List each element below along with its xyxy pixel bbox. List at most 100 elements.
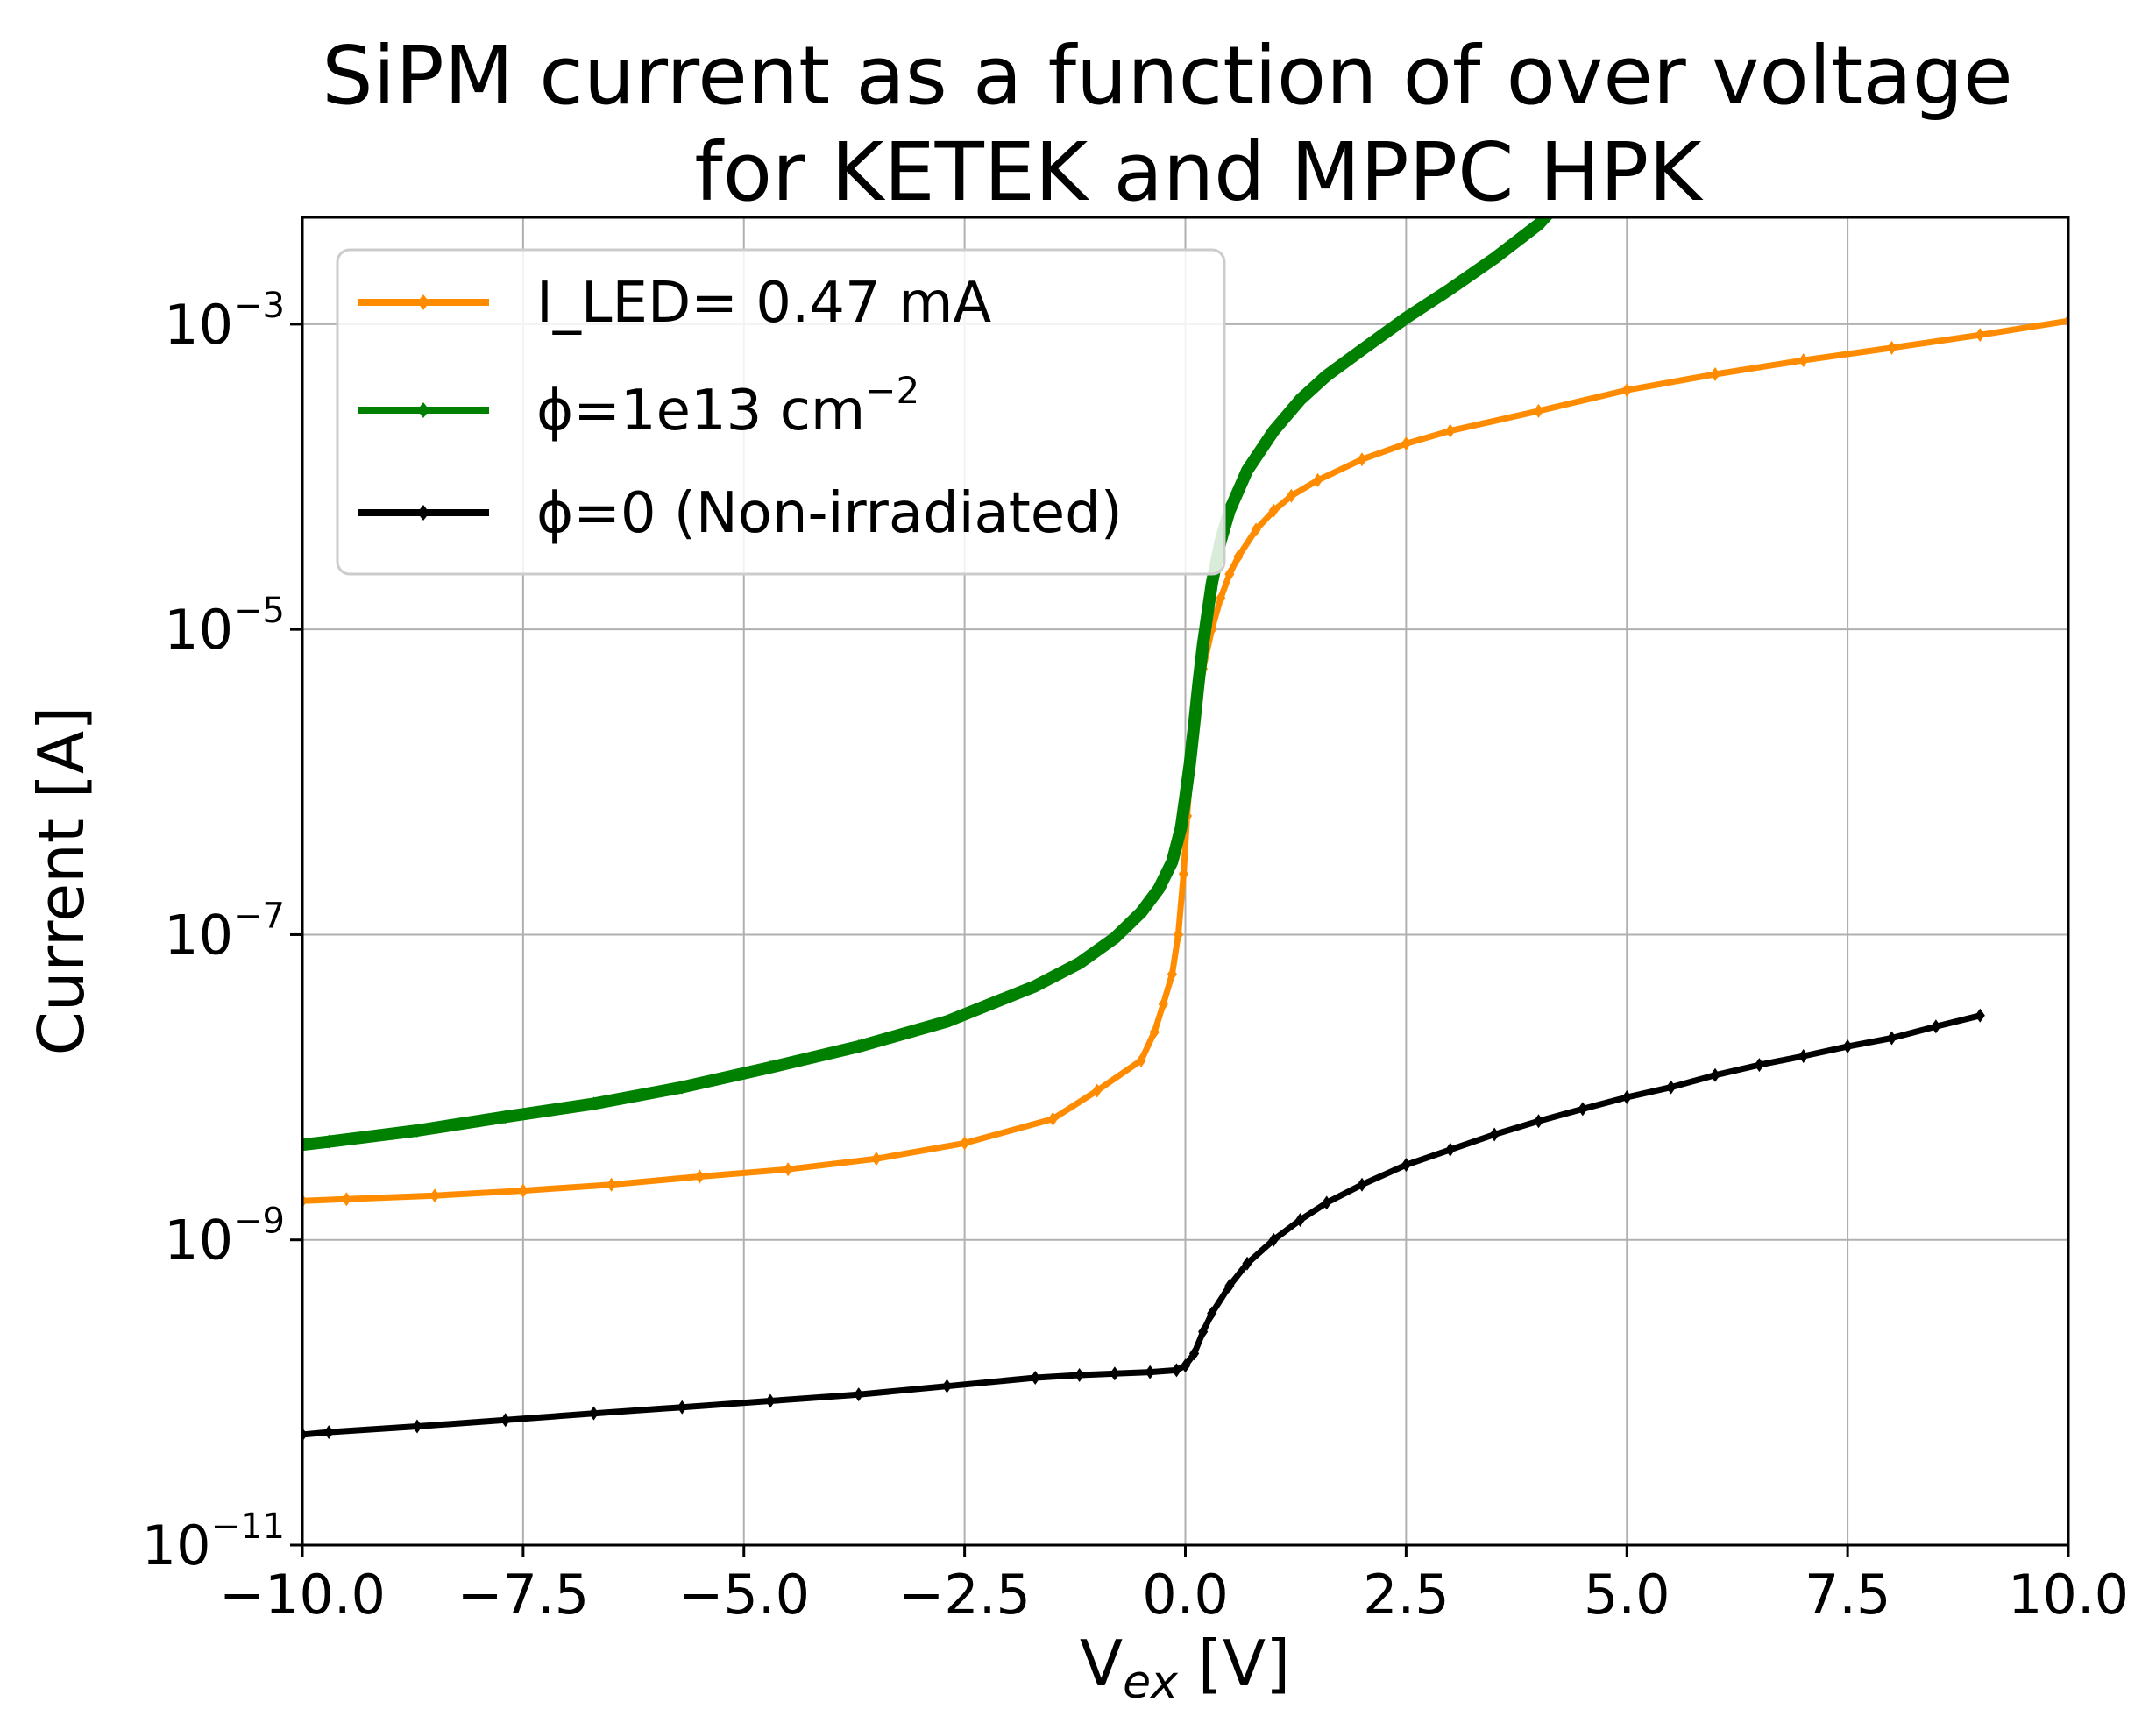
data-point: [1198, 1324, 1209, 1339]
data-point: [1242, 463, 1252, 478]
data-point: [1224, 503, 1235, 518]
data-point: [871, 1152, 882, 1166]
x-axis-label-unit: [V]: [1178, 1627, 1290, 1700]
data-point: [518, 1183, 528, 1198]
data-point: [1445, 1142, 1456, 1157]
data-point: [854, 1387, 864, 1402]
data-point: [323, 1134, 334, 1149]
y-tick-exponent: −3: [233, 286, 285, 326]
data-point: [1030, 1370, 1040, 1385]
data-point: [1149, 1025, 1160, 1039]
data-point: [1931, 1019, 1941, 1034]
x-axis-label-main: V: [1080, 1627, 1123, 1700]
data-point: [429, 1188, 440, 1203]
data-point: [694, 1169, 705, 1184]
data-point: [765, 1393, 776, 1408]
x-tick-label: −5.0: [677, 1563, 810, 1627]
data-point: [1322, 1195, 1332, 1210]
x-tick-label: −2.5: [898, 1563, 1031, 1627]
data-point: [1975, 328, 1985, 343]
series-layer: [302, 217, 2068, 1442]
data-point: [1153, 882, 1164, 897]
data-point: [588, 1406, 599, 1421]
data-point: [1357, 452, 1367, 467]
x-tick-label: 10.0: [2008, 1563, 2129, 1627]
data-point: [1136, 905, 1146, 920]
legend-label-main: ϕ=1e13 cm: [536, 379, 865, 443]
data-point: [1171, 1363, 1182, 1378]
data-point: [341, 1192, 351, 1207]
data-point: [1322, 368, 1332, 383]
data-point: [1180, 790, 1191, 805]
legend-label-main: I_LED= 0.47 mA: [536, 271, 991, 336]
data-point: [1242, 1256, 1252, 1271]
data-point: [1136, 1053, 1146, 1067]
data-point: [1092, 1083, 1103, 1098]
data-point: [1030, 979, 1040, 994]
legend-label: I_LED= 0.47 mA: [536, 271, 991, 336]
data-point: [1251, 522, 1261, 537]
data-point: [1207, 576, 1217, 591]
data-point: [1445, 281, 1456, 296]
data-point: [1047, 1111, 1058, 1126]
data-point: [1158, 996, 1168, 1011]
x-tick-label: 7.5: [1805, 1563, 1891, 1627]
data-point: [1074, 1368, 1085, 1383]
data-point: [1110, 1366, 1120, 1381]
x-axis-ticks: −10.0 −7.5 −5.0 −2.5 0.0 2.5 5.0 7.5 10.0: [219, 1545, 2129, 1627]
data-point: [1268, 503, 1279, 518]
data-point: [677, 1080, 687, 1095]
data-point: [1401, 310, 1411, 325]
y-tick-base: 10: [164, 293, 233, 357]
y-axis-label: Current [A]: [25, 706, 98, 1056]
y-tick-base: 10: [164, 903, 233, 967]
data-point: [1754, 1058, 1764, 1073]
chart-title-line-1: SiPM current as a function of over volta…: [322, 29, 2012, 123]
legend-marker: [417, 402, 429, 418]
legend-marker: [417, 505, 429, 521]
data-point: [1184, 757, 1195, 772]
data-point: [854, 1039, 864, 1054]
data-point: [1533, 217, 1544, 232]
data-point: [941, 1379, 953, 1393]
legend-label-main: ϕ=0 (Non-irradiated): [536, 481, 1123, 546]
legend-label: ϕ=1e13 cm−2: [536, 369, 919, 443]
x-tick-label: −10.0: [219, 1563, 386, 1627]
data-point: [1886, 340, 1897, 355]
x-tick-label: 2.5: [1363, 1563, 1450, 1627]
legend: I_LED= 0.47 mA ϕ=1e13 cm−2 ϕ=0 (Non-irradi…: [336, 248, 1226, 576]
data-point: [765, 1060, 776, 1074]
data-point: [1188, 1346, 1200, 1361]
data-point: [1489, 1127, 1500, 1142]
y-tick-exponent: −7: [233, 896, 285, 936]
data-point: [1842, 1039, 1853, 1054]
data-point: [677, 1400, 687, 1415]
data-point: [1173, 927, 1184, 942]
series-3: [302, 1008, 1985, 1442]
data-point: [1207, 1306, 1217, 1321]
data-point: [412, 1124, 422, 1138]
x-tick-label: −7.5: [457, 1563, 590, 1627]
x-tick-label: 5.0: [1584, 1563, 1670, 1627]
data-point: [1533, 403, 1544, 418]
data-point: [1357, 343, 1367, 358]
series-2: [302, 217, 1554, 1152]
data-point: [1224, 1279, 1235, 1294]
data-point: [960, 1136, 970, 1151]
y-tick-base: 10: [164, 598, 233, 662]
x-axis-label: Vex [V]: [1080, 1627, 1290, 1709]
data-point: [1268, 423, 1279, 438]
data-point: [1401, 436, 1411, 451]
data-point: [1224, 567, 1235, 582]
data-point: [1286, 488, 1296, 503]
x-axis-label-subscript: ex: [1123, 1656, 1179, 1709]
legend-label-superscript: −2: [865, 369, 919, 412]
data-point: [1145, 1365, 1155, 1379]
data-point: [1178, 867, 1189, 882]
data-point: [1175, 820, 1187, 835]
data-point: [1313, 472, 1323, 487]
data-point: [1294, 1213, 1306, 1228]
y-tick-base: 10: [142, 1514, 211, 1578]
data-point: [1533, 1114, 1544, 1129]
